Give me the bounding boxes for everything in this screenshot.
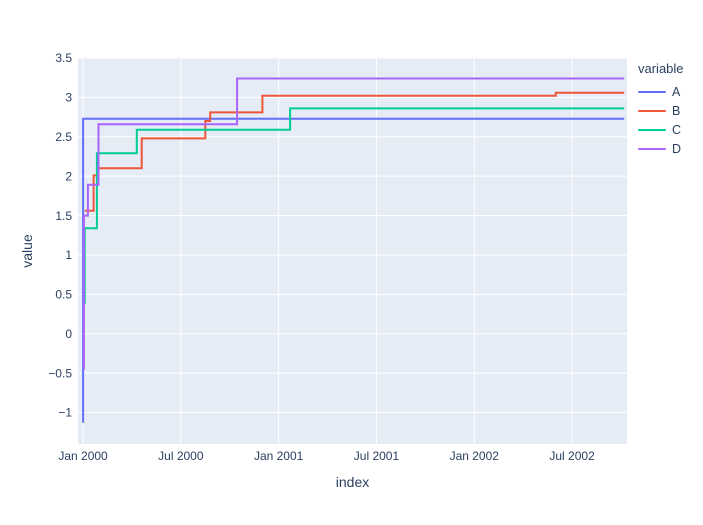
- legend-swatch-D: [638, 147, 666, 150]
- legend-item-D[interactable]: D: [638, 139, 684, 158]
- svg-text:2.5: 2.5: [55, 130, 72, 144]
- svg-text:0.5: 0.5: [55, 288, 72, 302]
- legend-item-C[interactable]: C: [638, 120, 684, 139]
- svg-text:Jan 2000: Jan 2000: [58, 449, 108, 463]
- svg-text:0: 0: [65, 327, 72, 341]
- svg-text:Jul 2000: Jul 2000: [158, 449, 204, 463]
- legend-title: variable: [638, 61, 684, 76]
- svg-text:3.5: 3.5: [55, 51, 72, 65]
- svg-text:Jan 2002: Jan 2002: [450, 449, 500, 463]
- legend-swatch-C: [638, 128, 666, 131]
- svg-text:Jul 2002: Jul 2002: [549, 449, 595, 463]
- svg-text:Jan 2001: Jan 2001: [254, 449, 304, 463]
- y-tick-labels: 3.5 3 2.5 2 1.5 1 0.5 0 −0.5 −1: [48, 51, 72, 419]
- svg-text:2: 2: [65, 169, 72, 183]
- legend-item-A[interactable]: A: [638, 82, 684, 101]
- series-line-D: [82, 77, 625, 370]
- legend-swatch-A: [638, 90, 666, 93]
- plot-background[interactable]: [78, 58, 627, 444]
- y-axis-title: value: [19, 234, 35, 268]
- legend-label-A: A: [672, 84, 681, 99]
- svg-text:1.5: 1.5: [55, 209, 72, 223]
- svg-text:Jul 2001: Jul 2001: [354, 449, 400, 463]
- y-gridlines: [78, 57, 627, 413]
- svg-text:3: 3: [65, 91, 72, 105]
- svg-text:−0.5: −0.5: [48, 366, 72, 380]
- legend-label-B: B: [672, 103, 681, 118]
- legend-swatch-B: [638, 109, 666, 112]
- legend-label-C: C: [672, 122, 682, 137]
- legend-label-D: D: [672, 141, 682, 156]
- legend-item-B[interactable]: B: [638, 101, 684, 120]
- svg-text:−1: −1: [58, 406, 72, 420]
- svg-text:1: 1: [65, 248, 72, 262]
- x-tick-labels: Jan 2000 Jul 2000 Jan 2001 Jul 2001 Jan 2002…: [58, 449, 595, 463]
- x-axis-title: index: [335, 474, 370, 490]
